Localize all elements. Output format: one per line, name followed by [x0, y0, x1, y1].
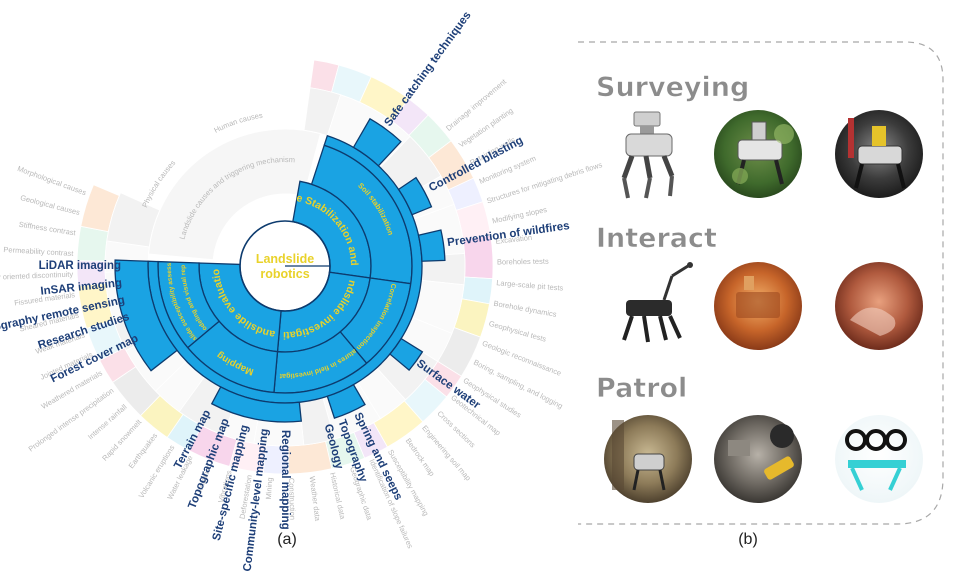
- highlighted-segment: [114, 259, 178, 372]
- section-title-interact: Interact: [596, 223, 717, 254]
- leaf-label-faint: Boreholes tests: [497, 257, 549, 267]
- photo-robot-lidar: [610, 110, 696, 202]
- leaf-label-faint: Stiffness contrast: [18, 220, 77, 238]
- leaf-label-faint: Morphological causes: [16, 164, 87, 197]
- center-label: Landslide: [256, 252, 314, 266]
- leaf-label-faint: Geophysical tests: [488, 319, 548, 344]
- leaf-label-faint: Permeability contrast: [3, 245, 74, 258]
- leaf-label-highlight: LiDAR imaging: [39, 260, 121, 272]
- photo-robot-wheels: [835, 415, 923, 503]
- photo-robot-hallway: [604, 415, 692, 503]
- leaf-label-faint: Large-scale pit tests: [496, 278, 564, 292]
- leaf-label-faint: Historical data: [328, 472, 347, 521]
- leaf-label-highlight: Safe catching techniques: [382, 10, 473, 129]
- leaf-label-highlight: Regional mapping: [279, 430, 291, 530]
- panel-a-label: (a): [277, 531, 297, 548]
- highlighted-segment: [352, 117, 402, 167]
- middle-label-human: Human causes: [212, 111, 263, 135]
- photo-robot-orange: [714, 262, 802, 350]
- highlighted-segment: [210, 386, 303, 423]
- section-title-patrol: Patrol: [596, 373, 687, 404]
- faint-outer-segment: [287, 440, 333, 475]
- leaf-label-faint: Excavation: [495, 233, 532, 246]
- highlighted-segments: [114, 117, 446, 423]
- leaf-label-faint: Drainage improvement: [444, 77, 509, 133]
- photo-robot-indoor: [835, 110, 923, 198]
- leaf-label-faint: Borehole dynamics: [493, 299, 558, 319]
- leaf-label-faint: Bedrock map: [404, 437, 437, 478]
- leaf-label-faint: Weather data: [308, 476, 323, 522]
- highlighted-segment: [417, 229, 446, 262]
- leaf-label-faint: Earthquakes: [127, 431, 160, 470]
- leaf-label-faint: Geological causes: [19, 193, 81, 217]
- causes-inner-segment: [147, 128, 322, 261]
- leaf-label-faint: Construction: [287, 478, 297, 520]
- photo-robot-arm: [605, 258, 699, 352]
- panel-b-label: (b): [738, 531, 758, 548]
- highlighted-segment: [397, 176, 433, 216]
- highlighted-segment: [389, 337, 424, 372]
- faint-outer-segment: [76, 225, 109, 262]
- highlighted-segment: [326, 383, 366, 419]
- center-ring: [239, 220, 331, 312]
- center-label: robotics: [260, 267, 309, 281]
- photo-robot-factory: [714, 415, 802, 503]
- leaf-label-faint: Modifying slopes: [491, 205, 548, 226]
- leaf-label-faint: Mining: [264, 477, 275, 500]
- section-title-surveying: Surveying: [596, 72, 749, 103]
- photo-robot-red: [835, 262, 923, 350]
- panel-b: Surveying Interact Patrol: [578, 41, 944, 525]
- photo-robot-vegetation: [714, 110, 802, 198]
- dashed-frame: [578, 41, 944, 525]
